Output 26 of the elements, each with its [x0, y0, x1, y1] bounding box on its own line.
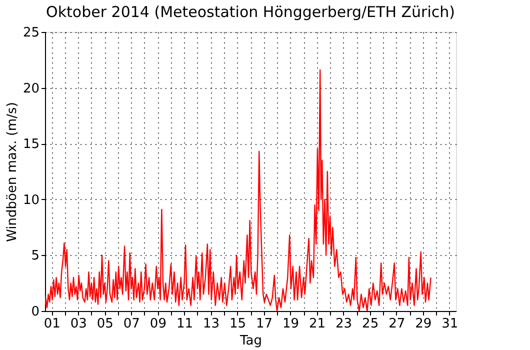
y-tick-label: 10 [22, 192, 40, 208]
x-tick-label: 17 [256, 316, 273, 332]
y-tick-label: 0 [31, 304, 40, 320]
x-tick-label: 31 [442, 316, 458, 332]
x-axis-title: Tag [238, 334, 262, 348]
chart-title: Oktober 2014 (Meteostation Hönggerberg/ETH Zürich) [46, 3, 455, 21]
x-tick-label: 01 [44, 316, 60, 332]
x-tick-label: 21 [309, 316, 326, 332]
x-tick-label: 09 [150, 316, 166, 332]
x-tick-label: 29 [415, 316, 432, 332]
x-tick-label: 25 [362, 316, 379, 332]
x-tick-label: 27 [388, 316, 406, 332]
y-tick-label: 20 [22, 81, 40, 96]
y-axis-title: Windböen max. (m/s) [4, 102, 20, 242]
x-tick-label: 07 [123, 316, 140, 332]
x-tick-label: 05 [96, 316, 114, 332]
x-tick-label: 11 [176, 316, 193, 332]
y-tick-label: 25 [22, 26, 40, 40]
x-tick-label: 19 [282, 316, 300, 332]
y-tick-label: 5 [31, 248, 40, 264]
x-tick-label: 13 [202, 316, 220, 332]
x-tick-label: 15 [229, 316, 246, 332]
x-tick-label: 03 [70, 316, 87, 332]
x-tick-label: 23 [336, 316, 352, 332]
y-tick-label: 15 [22, 137, 40, 152]
line-series [45, 69, 432, 311]
